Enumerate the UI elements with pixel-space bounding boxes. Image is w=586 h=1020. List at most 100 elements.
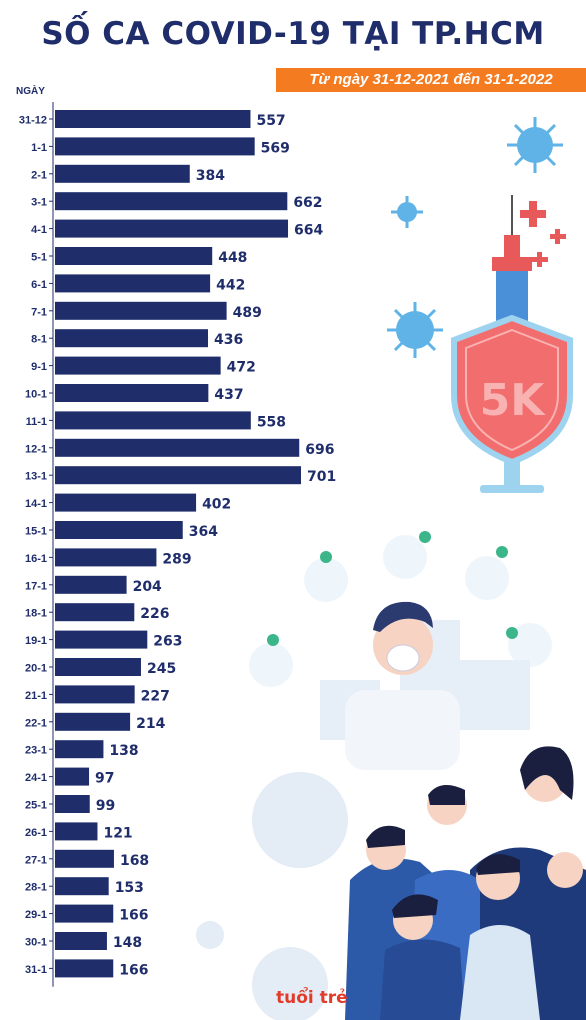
bar — [55, 521, 183, 539]
bar — [55, 795, 90, 813]
people-group-icon — [345, 746, 586, 1020]
shield-icon: 5K — [451, 314, 573, 493]
value-label: 227 — [141, 688, 170, 704]
shield-text: 5K — [480, 375, 547, 426]
category-label: 6-1 — [31, 279, 47, 291]
bar — [55, 658, 141, 676]
category-label: 3-1 — [31, 197, 47, 209]
category-label: 14-1 — [25, 498, 47, 510]
value-label: 472 — [227, 360, 256, 376]
category-label: 10-1 — [25, 389, 47, 401]
value-label: 558 — [257, 414, 286, 430]
bar — [55, 301, 227, 320]
bar — [55, 849, 114, 868]
category-label: 23-1 — [25, 745, 47, 757]
category-label: 24-1 — [25, 772, 47, 784]
category-label: 29-1 — [25, 909, 47, 921]
value-label: 569 — [261, 140, 290, 156]
value-label: 664 — [294, 223, 323, 239]
bar — [55, 192, 288, 211]
value-label: 701 — [307, 469, 336, 485]
value-label: 442 — [216, 277, 245, 293]
category-label: 28-1 — [25, 882, 47, 894]
bar — [55, 164, 190, 183]
value-label: 168 — [120, 853, 149, 869]
value-label: 99 — [96, 798, 115, 814]
category-label: 31-1 — [25, 964, 47, 976]
bar — [55, 411, 251, 430]
bar — [55, 548, 157, 567]
brand-logo: tuổi trẻ — [276, 988, 348, 1008]
value-label: 662 — [293, 195, 322, 211]
category-label: 2-1 — [31, 169, 47, 181]
value-label: 696 — [305, 442, 334, 458]
value-label: 138 — [109, 743, 138, 759]
check-bubble-icon — [249, 531, 552, 687]
bar — [55, 219, 289, 238]
bar — [55, 685, 135, 704]
doctor-icon — [345, 601, 460, 770]
value-label: 448 — [218, 250, 247, 266]
bar — [55, 575, 127, 594]
category-label: 8-1 — [31, 334, 47, 346]
category-label: 30-1 — [25, 937, 47, 949]
category-label: 26-1 — [25, 827, 47, 839]
bar — [55, 384, 209, 402]
bar — [55, 712, 131, 731]
category-label: 11-1 — [26, 416, 47, 428]
bar — [55, 329, 209, 348]
bar — [55, 466, 301, 485]
bar — [55, 630, 148, 649]
category-label: 20-1 — [25, 663, 47, 675]
bar — [55, 247, 213, 265]
chart-subtitle: Từ ngày 31-12-2021 đến 31-1-2022 — [276, 68, 586, 92]
category-label: 4-1 — [31, 224, 47, 236]
value-label: 214 — [136, 716, 165, 732]
category-label: 27-1 — [25, 854, 47, 866]
value-label: 148 — [113, 935, 142, 951]
category-label: 9-1 — [31, 361, 47, 373]
faded-virus-icon — [196, 772, 348, 1020]
value-label: 384 — [196, 168, 225, 184]
value-label: 204 — [133, 579, 162, 595]
category-label: 5-1 — [31, 252, 47, 264]
category-label: 12-1 — [25, 443, 47, 455]
value-label: 402 — [202, 497, 231, 513]
bar — [55, 356, 221, 375]
chart-title: SỐ CA COVID-19 TẠI TP.HCM — [41, 16, 545, 52]
bar — [55, 740, 104, 759]
value-label: 437 — [214, 387, 243, 403]
bar — [55, 767, 90, 786]
bar — [55, 603, 135, 622]
category-label: 17-1 — [25, 580, 47, 592]
value-label: 166 — [119, 908, 148, 924]
bar — [55, 274, 211, 293]
bar — [55, 493, 197, 512]
category-label: 22-1 — [25, 717, 47, 729]
value-label: 557 — [256, 113, 285, 129]
category-label: 31-12 — [19, 115, 47, 127]
bar — [55, 904, 114, 923]
value-label: 245 — [147, 661, 176, 677]
bar — [55, 822, 98, 841]
y-axis-label: NGÀY — [16, 86, 45, 97]
value-label: 226 — [140, 606, 169, 622]
bar — [55, 877, 109, 896]
value-label: 436 — [214, 332, 243, 348]
category-label: 21-1 — [25, 690, 47, 702]
virus-spikes-icon — [387, 117, 563, 358]
value-label: 289 — [162, 551, 191, 567]
value-label: 263 — [153, 634, 182, 650]
bar — [55, 438, 300, 457]
category-label: 15-1 — [25, 526, 47, 538]
category-label: 13-1 — [25, 471, 47, 483]
category-label: 16-1 — [25, 553, 47, 565]
value-label: 97 — [95, 771, 114, 787]
category-label: 18-1 — [25, 608, 47, 620]
bar — [55, 110, 251, 128]
category-label: 19-1 — [25, 635, 47, 647]
value-label: 121 — [103, 825, 132, 841]
category-label: 25-1 — [25, 800, 47, 812]
